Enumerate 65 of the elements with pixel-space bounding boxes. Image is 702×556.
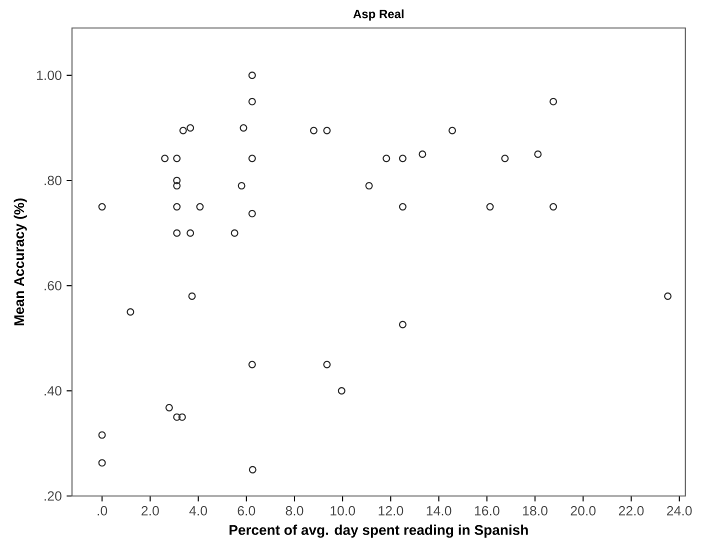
point (230, 229, 238, 237)
point (398, 320, 407, 328)
point (418, 150, 426, 158)
x-tick-label: 12.0 (378, 506, 404, 516)
point (238, 182, 246, 190)
point (173, 176, 181, 184)
x-tick-label: 20.0 (570, 506, 596, 516)
point (188, 292, 196, 300)
y-tick-label: .40 (44, 386, 62, 396)
x-tick-label: .0 (98, 506, 108, 516)
x-tick-label: 4.0 (189, 506, 208, 516)
point (178, 413, 186, 421)
point (126, 308, 134, 316)
x-tick-label: 22.0 (618, 506, 644, 516)
point (98, 431, 106, 439)
y-tick-label: 1.00 (37, 70, 62, 80)
point (248, 72, 256, 80)
point (365, 182, 373, 190)
point (448, 126, 456, 134)
point (173, 154, 181, 162)
point (179, 126, 187, 134)
x-tick-label: 10.0 (330, 506, 356, 516)
point (338, 387, 346, 395)
point (173, 413, 181, 421)
point (534, 150, 542, 158)
x-tick-label: 8.0 (286, 506, 304, 516)
x-tick-label: 2.0 (142, 506, 159, 516)
point (173, 182, 181, 190)
point (486, 202, 494, 211)
y-tick-label: .60 (44, 280, 62, 290)
x-tick-label: 18.0 (523, 506, 548, 516)
y-tick-label: .20 (44, 491, 62, 501)
point (248, 360, 256, 368)
point (382, 154, 390, 162)
point (501, 154, 509, 162)
point (186, 124, 194, 132)
point (173, 202, 181, 211)
point (98, 202, 106, 211)
y-tick-label: .80 (44, 176, 62, 186)
point (165, 404, 173, 412)
point (248, 210, 256, 218)
y-axis-title: Mean Accuracy (%) (14, 198, 27, 326)
point (173, 229, 181, 237)
point (664, 292, 672, 300)
chart-title: Asp Real (353, 9, 404, 21)
point (196, 202, 204, 211)
point (98, 459, 106, 467)
point (186, 229, 194, 237)
point (248, 98, 256, 106)
x-tick-label: 16.0 (474, 506, 500, 516)
point (310, 126, 318, 134)
point (323, 126, 331, 134)
x-tick-label: 14.0 (426, 506, 452, 516)
x-tick-label: 24.0 (667, 506, 692, 516)
point (550, 202, 558, 211)
point (248, 154, 256, 162)
point (248, 466, 256, 474)
point (323, 360, 331, 368)
point (398, 202, 407, 211)
x-tick-label: 6.0 (238, 506, 256, 516)
point (550, 98, 558, 106)
point (161, 154, 169, 162)
x-axis-title: Percent of avg. day spent reading in Spanish (230, 524, 528, 538)
point (398, 154, 407, 162)
point (240, 124, 248, 132)
